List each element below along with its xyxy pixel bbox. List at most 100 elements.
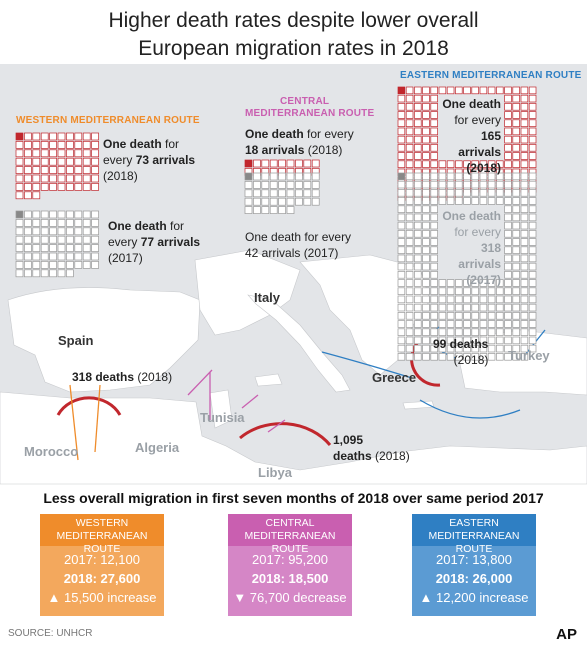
eastern-2017-arrival-square	[520, 295, 529, 304]
western-2017-arrival-square	[40, 269, 49, 278]
eastern-2017-arrival-square	[496, 320, 504, 328]
western-2018-arrival-square	[15, 174, 24, 183]
eastern-2018-arrival-square	[422, 86, 430, 95]
eastern-2017-arrival-square	[422, 303, 430, 312]
central-change: ▼ 76,700 decrease	[233, 590, 347, 605]
eastern-2017-arrival-square	[422, 279, 430, 287]
western-2017-arrival-square	[74, 252, 83, 261]
western-2018-arrival-square	[82, 149, 91, 158]
eastern-2017-arrival-square	[496, 287, 504, 295]
western-2018-arrival-square	[40, 166, 49, 174]
eastern-2017-arrival-square	[479, 312, 488, 320]
eastern-2017-arrival-square	[455, 180, 463, 189]
central-arrow-2	[241, 394, 259, 409]
eastern-2017-arrival-square	[463, 172, 471, 181]
eastern-2018-arrival-square	[520, 119, 529, 127]
eastern-2017-arrival-square	[430, 271, 438, 279]
eastern-2017-arrival-square	[504, 172, 512, 181]
central-2017-arrival-square	[269, 197, 278, 206]
eastern-2017-arrival-square	[487, 180, 496, 189]
central-summary-body: 2017: 95,200 2018: 18,500 ▼ 76,700 decre…	[228, 546, 352, 616]
eastern-2017-arrival-square	[430, 344, 438, 353]
eastern-2017-arrival-square	[405, 238, 414, 246]
eastern-2017-arrival-square	[430, 205, 438, 213]
western-2018-arrival-square	[24, 149, 32, 158]
eastern-2017-arrival-square	[430, 336, 438, 345]
central-2018-rate: One death for every 18 arrivals (2018)	[245, 127, 354, 157]
eastern-2017-arrival-square	[487, 336, 496, 345]
western-2018-arrival-square	[82, 174, 91, 183]
eastern-2018-death-square	[397, 86, 406, 95]
western-2017-arrival-square	[24, 235, 32, 244]
eastern-2017-arrival-square	[446, 353, 455, 361]
western-2017-arrival-square	[57, 261, 66, 269]
western-2018-arrival-square	[57, 166, 66, 174]
eastern-2017-arrival-square	[471, 353, 479, 361]
eastern-2017-arrival-square	[479, 180, 488, 189]
western-2017-arrival-square	[66, 219, 74, 227]
eastern-2017-arrival-square	[479, 353, 488, 361]
eastern-2018-arrival-square	[397, 111, 406, 119]
eastern-2018-arrival-square	[405, 103, 414, 111]
western-2017-arrival-square	[57, 244, 66, 252]
eastern-2017-arrival-square	[455, 279, 463, 287]
eastern-2018-arrival-square	[463, 86, 471, 95]
western-2017-arrival-square	[15, 252, 24, 261]
eastern-2017-arrival-square	[528, 287, 537, 295]
western-2018-arrival-square	[74, 141, 83, 149]
eastern-2017-arrival-square	[397, 246, 406, 254]
eastern-2017-arrival-square	[438, 189, 447, 197]
eastern-2018-arrival-square	[512, 152, 520, 160]
eastern-2017-arrival-square	[422, 262, 430, 271]
eastern-2017-arrival-square	[430, 246, 438, 254]
western-2018-arrival-square	[49, 166, 57, 174]
central-2018-arrival-square	[253, 159, 261, 168]
eastern-2018-arrival-square	[446, 86, 455, 95]
eastern-2017-arrival-square	[528, 328, 537, 336]
eastern-2017-arrival-square	[397, 328, 406, 336]
eastern-2017-arrival-square	[520, 262, 529, 271]
western-2017-arrival-square	[24, 252, 32, 261]
western-2018-arrival-square	[91, 183, 99, 191]
eastern-2017-arrival-square	[397, 271, 406, 279]
eastern-2018-arrival-square	[422, 160, 430, 168]
central-2017-arrival-square	[253, 206, 261, 214]
eastern-2017-arrival-square	[405, 254, 414, 263]
eastern-summary-box: EASTERN MEDITERRANEAN ROUTE 2017: 13,800 …	[412, 514, 536, 616]
eastern-2018-arrival-square	[520, 160, 529, 168]
eastern-2017-arrival-square	[422, 353, 430, 361]
western-2018-arrival-square	[49, 141, 57, 149]
central-2017-arrival-square	[295, 172, 303, 181]
eastern-2018-total: 2018: 26,000	[435, 571, 513, 586]
western-2017-arrival-square	[91, 252, 99, 261]
western-2017-arrival-square	[91, 244, 99, 252]
western-2018-arrival-square	[74, 132, 83, 141]
eastern-2017-arrival-square	[422, 295, 430, 304]
western-2017-arrival-square	[15, 261, 24, 269]
eastern-2018-arrival-square	[512, 86, 520, 95]
western-2018-arrival-square	[74, 157, 83, 166]
western-2018-arrival-square	[15, 183, 24, 191]
eastern-2017-arrival-square	[512, 205, 520, 213]
western-2018-arrival-square	[15, 166, 24, 174]
western-2018-arrival-square	[91, 141, 99, 149]
eastern-2017-arrival-square	[479, 336, 488, 345]
eastern-2017-arrival-square	[520, 328, 529, 336]
eastern-2017-arrival-square	[520, 238, 529, 246]
eastern-2018-arrival-square	[528, 160, 537, 168]
eastern-2017-arrival-square	[520, 312, 529, 320]
eastern-2017-arrival-square	[414, 197, 422, 205]
western-2017-arrival-square	[82, 210, 91, 219]
western-2017-arrival-square	[24, 244, 32, 252]
eastern-2017-arrival-square	[512, 230, 520, 238]
eastern-change: ▲ 12,200 increase	[419, 590, 529, 605]
eastern-2017-arrival-square	[422, 246, 430, 254]
eastern-2017-arrival-square	[397, 287, 406, 295]
western-2018-arrival-square	[49, 183, 57, 191]
eastern-2017-arrival-square	[512, 172, 520, 181]
eastern-2017-arrival-square	[528, 271, 537, 279]
eastern-2017-arrival-square	[496, 295, 504, 304]
eastern-2017-arrival-square	[397, 213, 406, 222]
eastern-2018-arrival-square	[422, 144, 430, 152]
eastern-2017-arrival-square	[405, 320, 414, 328]
